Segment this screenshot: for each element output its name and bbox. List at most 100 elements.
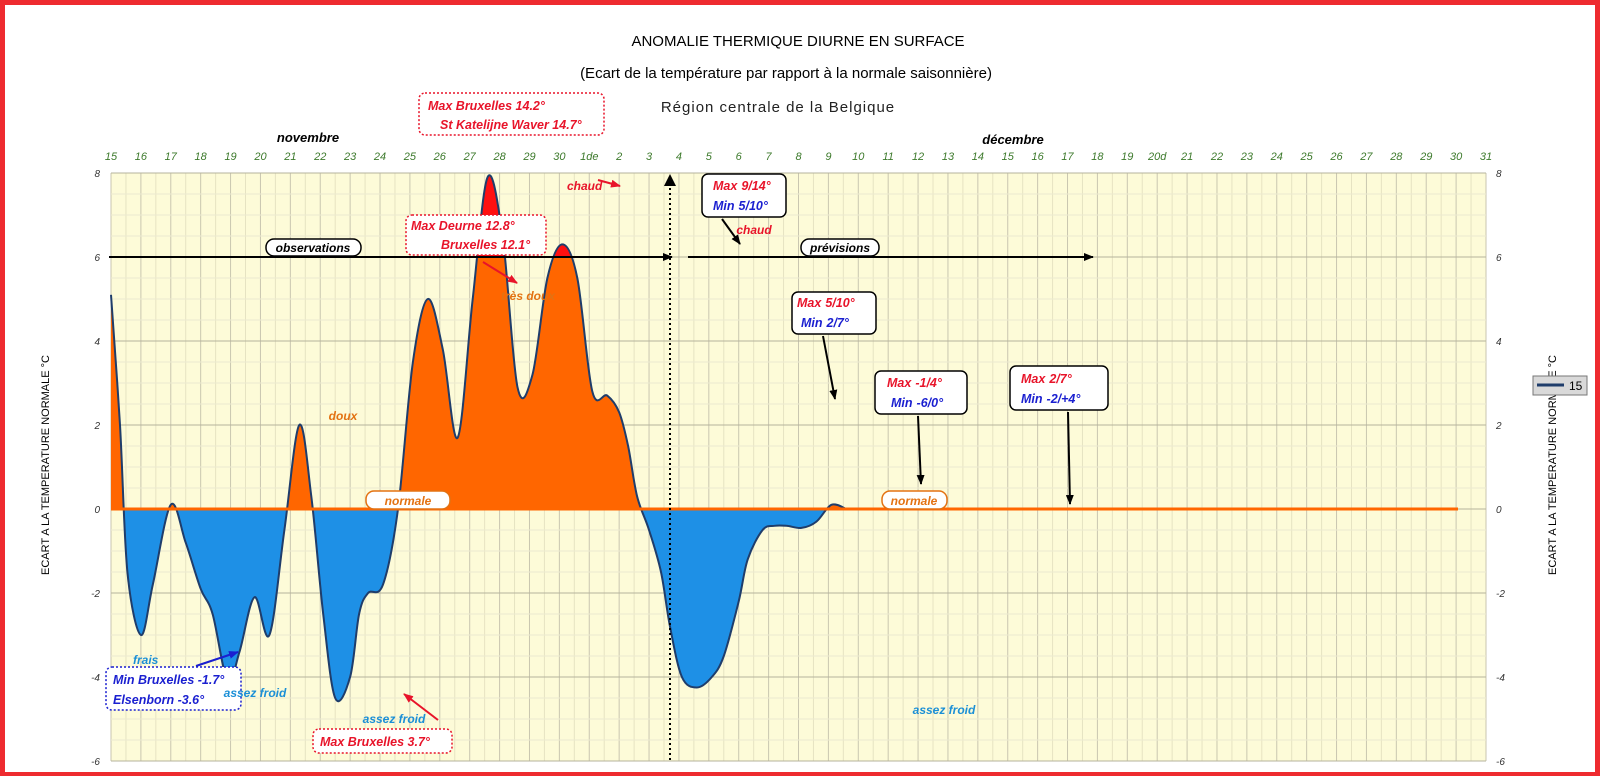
label-tres-doux: très doux — [501, 289, 556, 303]
x-tick-label: 27 — [463, 151, 477, 163]
x-tick-label: 3 — [646, 151, 653, 163]
x-tick-label: 31 — [1480, 151, 1492, 163]
x-tick-label: 25 — [1300, 151, 1314, 163]
y-axis-title-left: ECART A LA TEMPERATURE NORMALE °C — [40, 355, 52, 575]
x-tick-label: 16 — [135, 151, 148, 163]
x-tick-label: 23 — [343, 151, 357, 163]
arrow-tres-doux — [482, 261, 518, 284]
forecast-box-4: Max 2/7° Min -2/+4° — [1009, 365, 1109, 411]
forecast-box-1: Max 9/14° Min 5/10° — [701, 173, 787, 218]
arrow-chaud-obs — [597, 179, 621, 188]
x-tick-label: 6 — [736, 151, 743, 163]
svg-text:Min-2/+4°: Min -2/+4° — [1021, 392, 1081, 406]
x-tick-label: 18 — [1091, 151, 1104, 163]
forecast-box-3: Max -1/4° Min -6/0° — [874, 370, 968, 415]
arrow-forecast-4 — [1065, 411, 1074, 505]
previsions-label-box — [800, 238, 880, 257]
chart-subtitle: (Ecart de la température par rapport à l… — [580, 65, 992, 82]
x-tick-label: 11 — [882, 151, 893, 163]
y-tick-label: 6 — [1496, 253, 1502, 264]
x-tick-label: 24 — [1270, 151, 1283, 163]
x-tick-label: 15 — [1002, 151, 1015, 163]
region-label: Région centrale de la Belgique — [661, 99, 895, 116]
legend-label: 15 — [1569, 379, 1583, 393]
x-tick-label: 1de — [580, 151, 598, 163]
min-bruxelles-box: Min Bruxelles -1.7° Elsenborn -3.6° — [105, 666, 242, 711]
y-tick-label: 6 — [94, 253, 100, 264]
max-bruxelles-14-box: Max Bruxelles 14.2° St Katelijne Waver 1… — [418, 92, 605, 136]
x-tick-label: 4 — [676, 151, 682, 163]
label-doux: doux — [329, 409, 359, 423]
x-tick-label: 14 — [972, 151, 984, 163]
y-tick-labels-right: 8 6 4 2 0 -2 -4 -6 — [1495, 169, 1505, 768]
x-tick-label: 12 — [912, 151, 924, 163]
y-tick-label: 8 — [1496, 169, 1502, 180]
x-tick-label: 8 — [795, 151, 802, 163]
x-tick-label: 23 — [1240, 151, 1254, 163]
previsions-label: prévisions — [809, 241, 870, 255]
svg-text:Min-6/0°: Min -6/0° — [891, 396, 944, 410]
y-tick-label: 2 — [1495, 421, 1502, 432]
x-tick-label: 22 — [313, 151, 326, 163]
arrow-forecast-3 — [916, 415, 925, 485]
x-tick-label: 15 — [105, 151, 118, 163]
observations-label: observations — [276, 241, 351, 255]
x-tick-label: 7 — [766, 151, 773, 163]
x-tick-label: 30 — [553, 151, 566, 163]
arrow-frais — [195, 651, 239, 667]
x-tick-label: 25 — [403, 151, 417, 163]
y-tick-labels-left: 8 6 4 2 0 -2 -4 -6 — [91, 169, 100, 768]
svg-text:Max Deurne 12.8°: Max Deurne 12.8° — [411, 219, 516, 233]
y-tick-label: -4 — [1496, 673, 1505, 684]
x-tick-label: 16 — [1032, 151, 1045, 163]
label-assez-froid-3: assez froid — [913, 703, 976, 717]
svg-text:St Katelijne Waver 14.7°: St Katelijne Waver 14.7° — [440, 118, 583, 132]
y-tick-label: -6 — [1496, 757, 1505, 768]
label-frais: frais — [133, 653, 159, 667]
y-tick-label: 4 — [1496, 337, 1502, 348]
month-label-december: décembre — [982, 132, 1043, 147]
x-tick-label: 24 — [373, 151, 386, 163]
svg-text:Min Bruxelles -1.7°: Min Bruxelles -1.7° — [113, 673, 225, 687]
cold-anomaly-area — [111, 509, 1486, 702]
x-tick-label: 30 — [1450, 151, 1463, 163]
label-chaud-obs: chaud — [567, 179, 603, 193]
y-tick-label: -6 — [91, 757, 100, 768]
label-assez-froid-1: assez froid — [224, 686, 287, 700]
x-tick-label: 19 — [1121, 151, 1133, 163]
max-bruxelles-37-box: Max Bruxelles 3.7° — [312, 728, 453, 754]
x-tick-labels: 15 16 17 18 19 20 21 22 23 24 25 26 27 28 29 30 1de 2 3 4 5 6… — [105, 151, 1492, 163]
y-tick-label: 0 — [1496, 505, 1502, 516]
y-tick-label: -2 — [91, 589, 100, 600]
x-tick-label: 29 — [522, 151, 535, 163]
y-axis-title-right: ECART A LA TEMPERATURE NORMALE °C — [1547, 355, 1559, 575]
x-tick-label: 21 — [283, 151, 296, 163]
label-normale-forecast: normale — [891, 494, 938, 508]
separator-arrowhead — [664, 174, 676, 186]
x-tick-label: 17 — [1061, 151, 1074, 163]
normale-box-forecast — [881, 490, 948, 510]
x-tick-label: 5 — [706, 151, 713, 163]
arrow-forecast-2 — [822, 335, 838, 400]
normale-box-obs — [365, 490, 451, 510]
label-normale-obs: normale — [385, 494, 432, 508]
x-tick-label: 27 — [1359, 151, 1373, 163]
x-tick-label: 13 — [942, 151, 955, 163]
x-tick-label: 22 — [1210, 151, 1223, 163]
month-label-november: novembre — [277, 130, 339, 145]
x-tick-label: 28 — [492, 151, 506, 163]
y-tick-label: 8 — [94, 169, 100, 180]
x-tick-label: 19 — [224, 151, 236, 163]
y-tick-label: -2 — [1496, 589, 1505, 600]
y-tick-label: -4 — [91, 673, 100, 684]
label-chaud-forecast: chaud — [736, 223, 772, 237]
x-tick-label: 20d — [1147, 151, 1167, 163]
svg-text:Max-1/4°: Max -1/4° — [887, 376, 943, 390]
chart-title: ANOMALIE THERMIQUE DIURNE EN SURFACE — [631, 33, 964, 50]
